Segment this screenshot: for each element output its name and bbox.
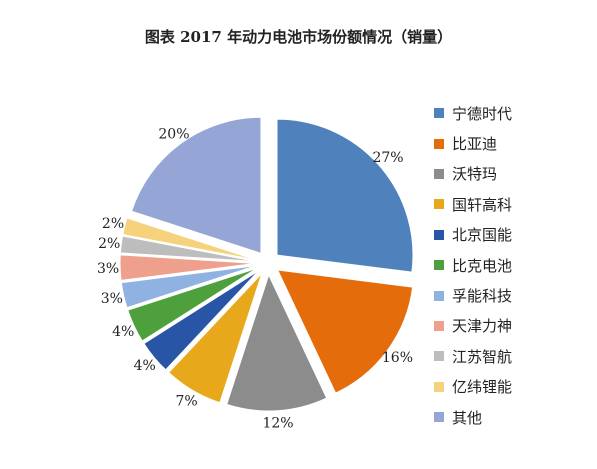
legend-item-catl: 宁德时代 [434,98,512,128]
pie-slice-other [130,116,262,254]
slice-label-other: 20% [158,127,189,143]
pie-slice-optimum [226,273,328,412]
pie-slices [119,116,414,412]
legend-item-optimum: 沃特玛 [434,159,512,189]
pie-slice-gotion [168,272,263,404]
legend-swatch [434,412,444,423]
slice-label-tianjin-lishen: 3% [97,261,119,277]
legend-item-tianjin-lishen: 天津力神 [434,311,512,341]
legend-swatch [434,320,444,331]
pie-slice-farasis [120,265,257,309]
legend-swatch [434,381,444,392]
legend-item-jiangsu-zhihang: 江苏智航 [434,341,512,371]
legend-label: 天津力神 [452,317,513,336]
legend-item-gotion: 国轩高科 [434,189,512,219]
legend-label: 亿纬锂能 [452,378,513,397]
slice-label-beijing-guoneng: 4% [134,358,156,374]
slice-label-byd: 16% [382,350,413,366]
pie-slice-jiangsu-zhihang [119,235,257,262]
legend-swatch [434,168,444,179]
chart-title: 图表 2017 年动力电池市场份额情况（销量） [144,28,453,46]
legend-label: 江苏智航 [452,347,513,366]
legend-swatch [434,138,444,149]
slice-label-farasis: 3% [101,291,123,307]
legend-label: 其他 [452,408,483,427]
legend-label: 沃特玛 [452,165,498,184]
pie-slice-bak [127,267,258,342]
legend-swatch [434,108,444,119]
legend-item-other: 其他 [434,402,512,432]
legend-swatch [434,199,444,210]
slice-label-jiangsu-zhihang: 2% [98,236,120,252]
legend-label: 国轩高科 [452,195,513,214]
pie-slice-tianjin-lishen [119,254,257,281]
slice-label-gotion: 7% [175,394,197,410]
pie-slice-beijing-guoneng [143,270,260,371]
slice-label-eve: 2% [102,216,124,232]
legend-label: 比亚迪 [452,135,498,154]
legend-label: 孚能科技 [452,287,513,306]
legend-label: 北京国能 [452,226,513,245]
legend-label: 宁德时代 [452,104,513,123]
slice-label-optimum: 12% [262,416,293,432]
legend-label: 比克电池 [452,256,513,275]
legend-swatch [434,260,444,271]
legend-item-eve: 亿纬锂能 [434,372,512,402]
legend-item-farasis: 孚能科技 [434,280,512,310]
legend-swatch [434,229,444,240]
pie-slice-eve [122,217,257,261]
legend-item-beijing-guoneng: 北京国能 [434,220,512,250]
legend-swatch [434,290,444,301]
pie-slice-byd [276,269,414,394]
pie-labels: 27% 16% 12% 7% 4% 4% 3% 3% 2% 2% 20% [97,127,413,432]
slice-label-bak: 4% [112,324,134,340]
pie-slice-catl [276,118,414,273]
legend-item-bak: 比克电池 [434,250,512,280]
legend: 宁德时代比亚迪沃特玛国轩高科北京国能比克电池孚能科技天津力神江苏智航亿纬锂能其他 [434,98,512,432]
slice-label-catl: 27% [372,150,403,166]
legend-swatch [434,351,444,362]
legend-item-byd: 比亚迪 [434,128,512,158]
